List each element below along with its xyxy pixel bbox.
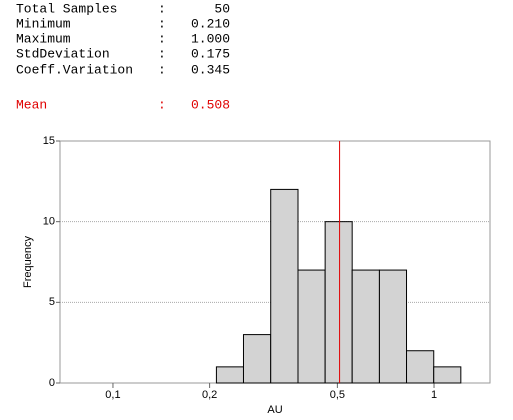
- stat-separator: :: [158, 1, 166, 16]
- bar: [270, 188, 299, 384]
- stat-label: StdDeviation: [16, 46, 110, 61]
- bar: [406, 350, 435, 384]
- x-tick-label: 0,5: [330, 389, 345, 401]
- stat-separator: :: [158, 16, 166, 31]
- bar: [351, 269, 380, 384]
- mean-separator: :: [158, 97, 166, 112]
- bar: [433, 366, 462, 384]
- stat-label: Maximum: [16, 31, 71, 46]
- stat-separator: :: [158, 31, 166, 46]
- y-tick-label: 15: [43, 135, 55, 147]
- stat-label: Coeff.Variation: [16, 62, 133, 77]
- stat-value: 1.000: [191, 31, 230, 46]
- x-tick-label: 0,1: [105, 389, 120, 401]
- stat-separator: :: [158, 46, 166, 61]
- y-axis-label: Frequency: [22, 236, 34, 288]
- stat-value: 0.175: [191, 46, 230, 61]
- mean-label: Mean: [16, 97, 47, 112]
- stat-value: 0.345: [191, 62, 230, 77]
- stat-label: Minimum: [16, 16, 71, 31]
- bar: [297, 269, 326, 384]
- bar: [324, 221, 353, 384]
- bar: [378, 269, 408, 384]
- x-tick-label: 1: [431, 389, 437, 401]
- stat-label: Total Samples: [16, 1, 117, 16]
- stat-separator: :: [158, 62, 166, 77]
- x-tick-label: 0,2: [202, 389, 217, 401]
- y-tick-label: 5: [49, 296, 55, 308]
- bar: [242, 334, 272, 384]
- mean-value: 0.508: [191, 97, 230, 112]
- y-tick-label: 0: [49, 377, 55, 389]
- bar: [215, 366, 244, 384]
- y-tick-label: 10: [43, 216, 55, 228]
- stat-value: 50: [214, 1, 230, 16]
- stat-value: 0.210: [191, 16, 230, 31]
- x-axis-label: AU: [267, 404, 282, 416]
